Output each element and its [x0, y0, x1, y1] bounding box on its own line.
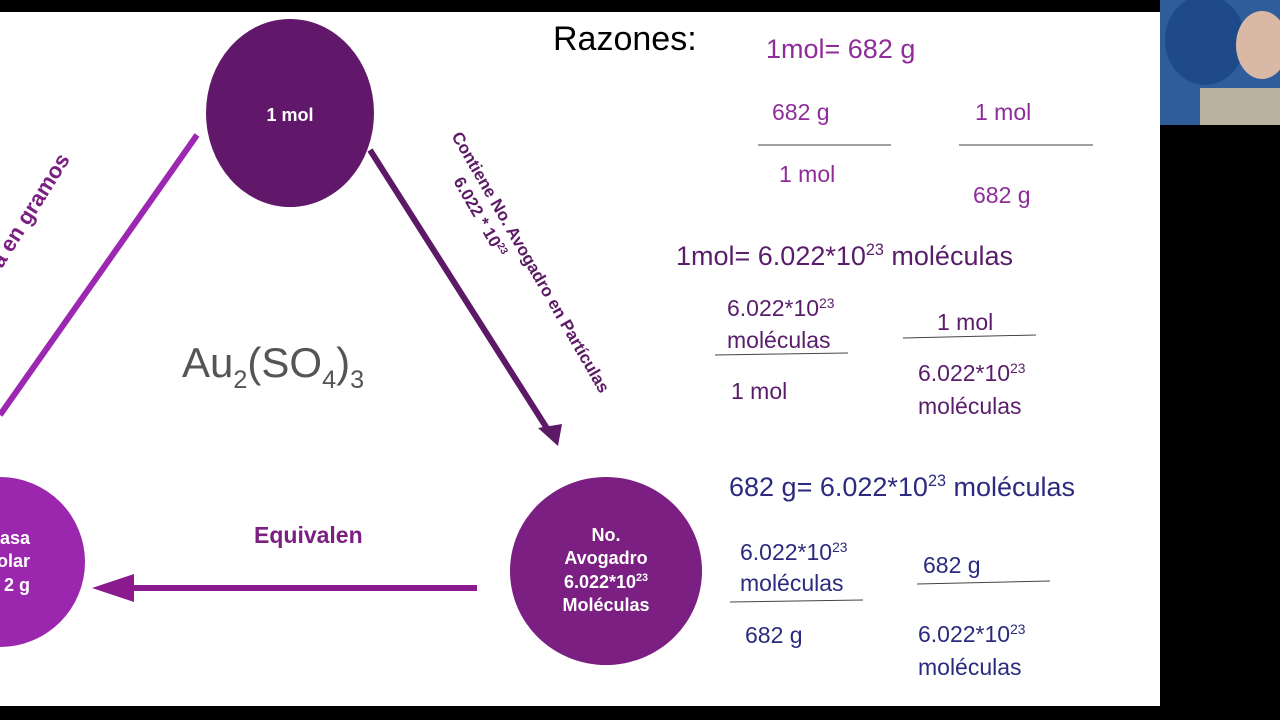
webcam-bg [1165, 0, 1245, 85]
sci-exp: 23 [832, 539, 848, 555]
heading-part: 1mol= 6.022*10 [676, 241, 866, 271]
sci-exp: 23 [1010, 621, 1026, 637]
numerator: moléculas [727, 327, 831, 353]
edge-line [0, 133, 200, 417]
heading-part: moléculas [945, 472, 1076, 502]
node-line: 2 g [3, 574, 30, 595]
sci-base: 6.022*10 [918, 621, 1011, 647]
sci-exp: 23 [636, 572, 649, 585]
ratio-heading: 1mol= 6.022*1023 moléculas [676, 241, 1013, 271]
node-label: asa olar 2 g [0, 527, 30, 597]
denominator: 1 mol [731, 378, 788, 404]
webcam-person [1236, 11, 1280, 79]
fraction-bar [729, 599, 864, 603]
numerator: 1 mol [937, 309, 994, 335]
formula: Au2(SO4)3 [182, 339, 364, 393]
node-line: Avogadro [564, 548, 648, 569]
denominator: 682 g [745, 622, 803, 648]
formula-sub: 4 [322, 366, 337, 395]
formula-part: (SO [247, 339, 323, 386]
heading-part: moléculas [883, 241, 1013, 271]
node-line: No. [591, 525, 621, 545]
denominator: 1 mol [779, 161, 836, 187]
sci-base: 6.022*10 [727, 295, 820, 321]
sci-exp: 23 [865, 241, 884, 260]
title: Razones: [553, 20, 697, 58]
fraction-bar [902, 334, 1037, 339]
node-line: olar [0, 551, 30, 572]
denominator: 6.022*1023 [918, 621, 1026, 647]
formula-part: ) [336, 339, 351, 386]
sci-base: 6.022*10 [563, 571, 637, 592]
sci-exp: 23 [927, 472, 946, 491]
fraction-bar [714, 352, 849, 356]
node-line: Moléculas [562, 595, 650, 616]
node-line: asa [0, 528, 30, 548]
arrow-head [92, 574, 134, 602]
formula-part: Au [182, 339, 234, 386]
sci-base: 6.022*10 [918, 360, 1011, 386]
ratio-heading: 682 g= 6.022*1023 moléculas [729, 472, 1076, 502]
numerator: 682 g [923, 552, 981, 578]
heading-part: 682 g= 6.022*10 [729, 472, 928, 502]
formula-sub: 2 [233, 366, 248, 395]
denominator: 682 g [973, 182, 1031, 208]
numerator: moléculas [740, 570, 844, 596]
node-label: 1 mol [266, 105, 314, 125]
node-label: No. Avogadro 6.022*1023 Moléculas [526, 524, 686, 618]
numerator: 682 g [772, 99, 830, 125]
edge-label: Equivalen [254, 522, 363, 548]
sci-base: 6.022*10 [740, 539, 833, 565]
node-circle [510, 477, 702, 665]
denominator: moléculas [918, 393, 1022, 419]
sci-exp: 23 [1010, 360, 1026, 376]
edge-arrow [367, 148, 551, 432]
arrow-head [538, 424, 562, 446]
numerator: 6.022*1023 [727, 295, 835, 321]
formula-sub: 3 [350, 366, 365, 395]
fraction-bar [916, 580, 1051, 585]
node-circle [206, 19, 374, 207]
node-line: 6.022*1023 [526, 571, 686, 594]
denominator: 6.022*1023 [918, 360, 1026, 386]
denominator: moléculas [918, 654, 1022, 680]
sci-exp: 23 [819, 295, 835, 311]
ratio-heading: 1mol= 682 g [766, 34, 916, 64]
node-circle [0, 477, 85, 647]
webcam-shirt [1200, 88, 1280, 125]
numerator: 6.022*1023 [740, 539, 848, 565]
numerator: 1 mol [975, 99, 1032, 125]
